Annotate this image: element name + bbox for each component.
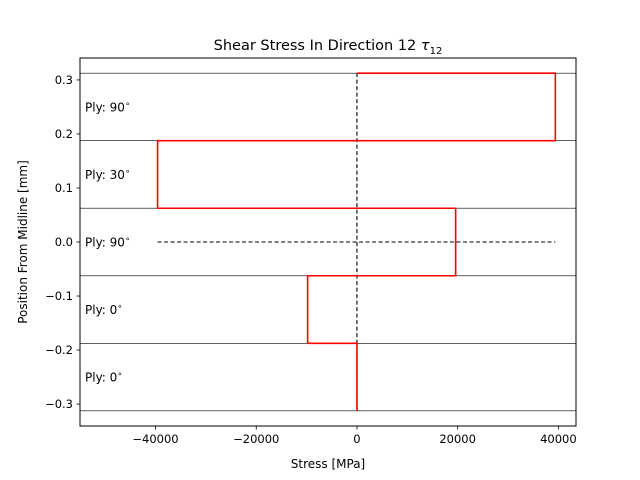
y-tick-label: 0.3 (55, 73, 73, 87)
y-axis-label: Position From Midline [mm] (16, 160, 30, 324)
x-tick-label: 40000 (540, 432, 577, 446)
y-tick-label: −0.3 (45, 397, 73, 411)
y-tick-label: 0.2 (55, 127, 73, 141)
degree-symbol: ∘ (125, 99, 130, 109)
y-tick-label: −0.1 (45, 289, 73, 303)
x-tick-label: 0 (353, 432, 360, 446)
ply-label: Ply: 0∘ (85, 302, 123, 317)
degree-symbol: ∘ (117, 370, 122, 380)
stress-profile (156, 72, 557, 411)
x-tick-label: −20000 (233, 432, 279, 446)
ply-label: Ply: 30∘ (85, 167, 130, 182)
ply-labels: Ply: 90∘ Ply: 30∘ Ply: 90∘ Ply: 0∘ Ply: 0∘ (85, 99, 130, 384)
stress-profile-line (156, 72, 557, 411)
y-axis: 0.3 0.2 0.1 0.0 −0.1 −0.2 −0.3 (45, 73, 80, 411)
ply-label: Ply: 0∘ (85, 370, 123, 385)
y-tick-label: −0.2 (45, 343, 73, 357)
y-tick-label: 0.0 (55, 235, 73, 249)
x-tick-label: −40000 (132, 432, 178, 446)
x-axis: −40000 −20000 0 20000 40000 (132, 426, 577, 446)
x-axis-label: Stress [MPa] (291, 457, 365, 471)
x-tick-label: 20000 (439, 432, 476, 446)
degree-symbol: ∘ (125, 167, 130, 177)
degree-symbol: ∘ (117, 302, 122, 312)
ply-label: Ply: 90∘ (85, 99, 130, 114)
y-tick-label: 0.1 (55, 181, 73, 195)
ply-label: Ply: 90∘ (85, 235, 130, 250)
degree-symbol: ∘ (125, 235, 130, 245)
chart-title: Shear Stress In Direction 12 τ12 (214, 38, 443, 57)
